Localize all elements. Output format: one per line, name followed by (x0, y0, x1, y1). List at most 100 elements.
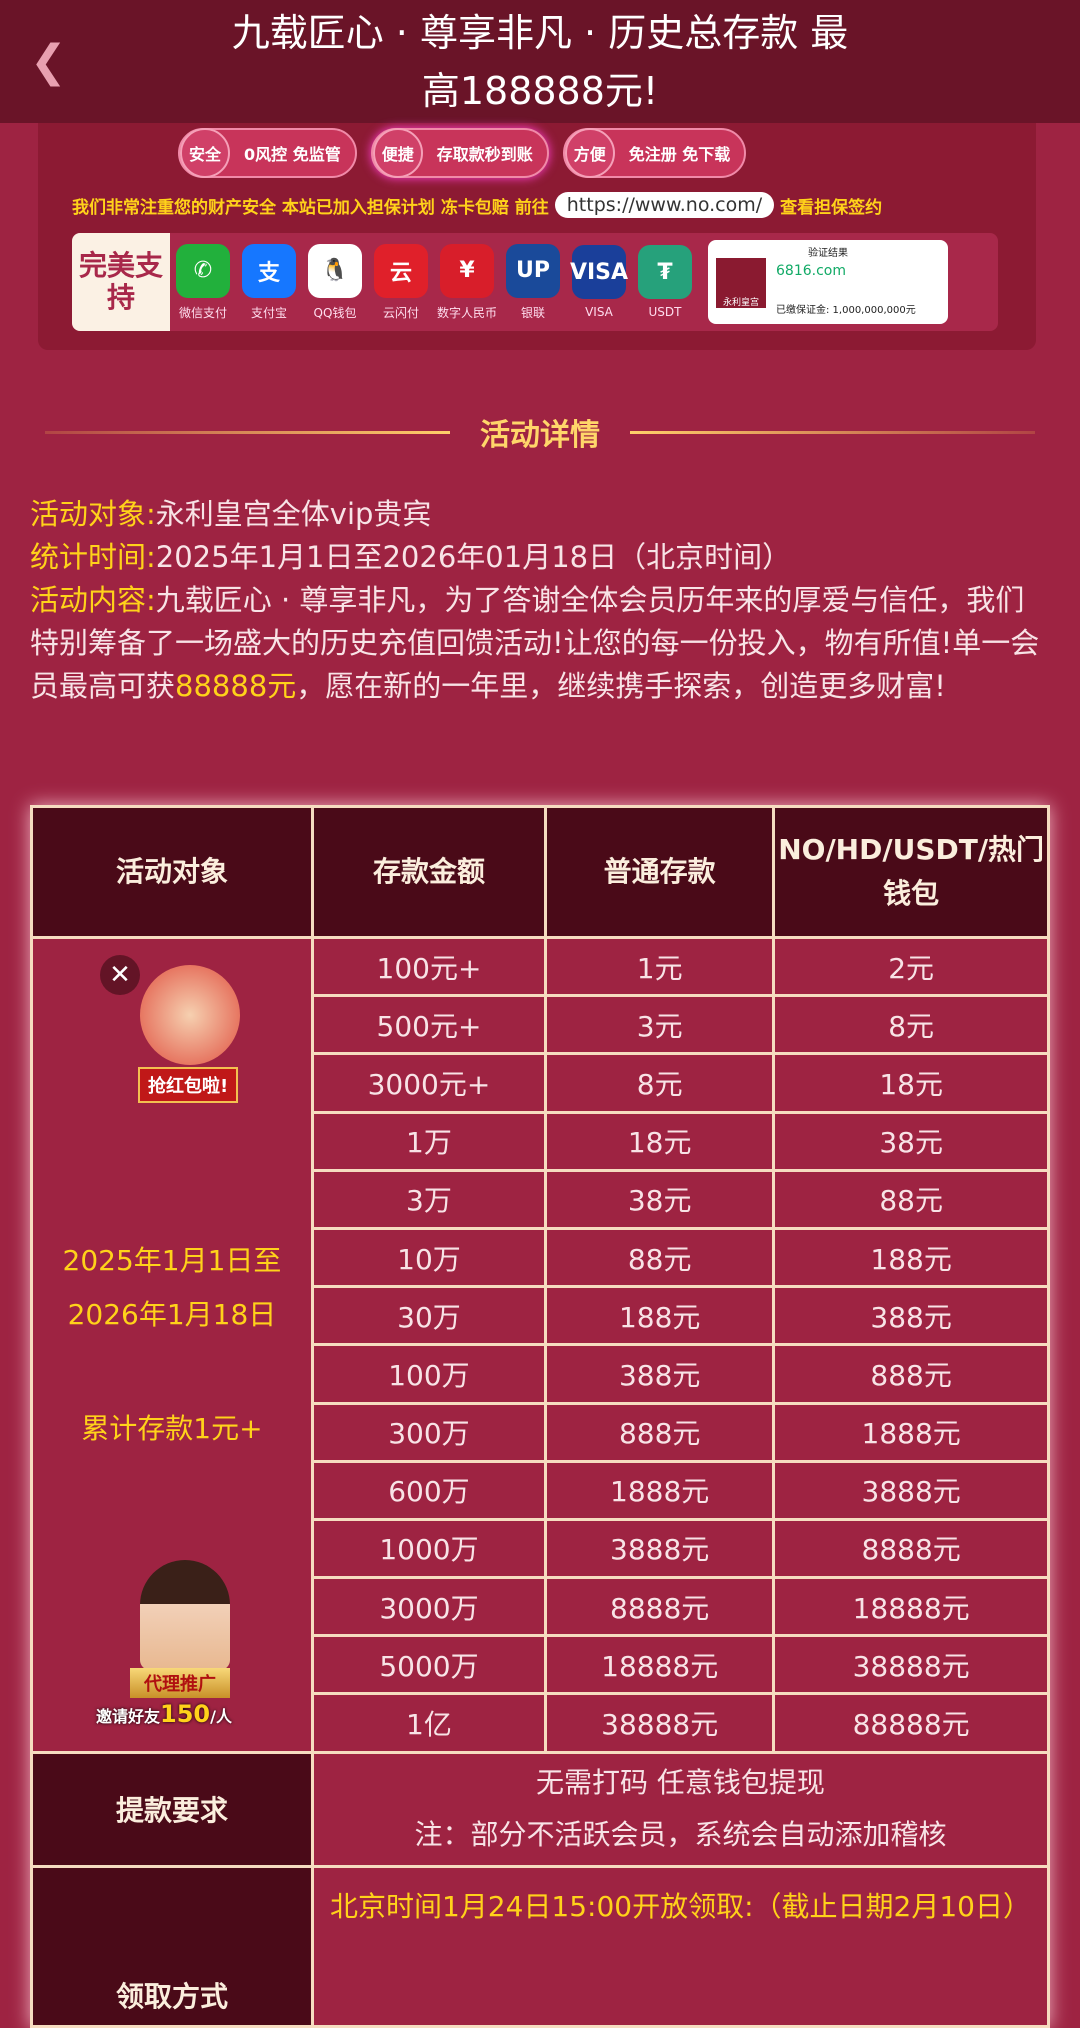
table-cell: 1元 (544, 935, 776, 998)
table-row: 1000万 3888元 8888元 (32, 1517, 1050, 1580)
table-row: 600万 1888元 3888元 (32, 1459, 1050, 1521)
wechat-pay-icon: ✆ (176, 243, 230, 298)
invite-text: 邀请好友150/人 (96, 1700, 232, 1728)
col-header: 普通存款 (544, 805, 776, 939)
invite-pre: 邀请好友 (96, 1707, 161, 1726)
table-cell: 8888元 (544, 1576, 776, 1638)
info-value: 2025年1月1日至2026年01月18日（北京时间） (155, 540, 792, 574)
payment-name: VISA (585, 305, 613, 319)
qq-wallet-icon: 🐧 (308, 243, 362, 298)
table-cell: 3888元 (772, 1459, 1050, 1521)
table-cell: 1亿 (310, 1692, 548, 1754)
agent-promo-widget[interactable]: 代理推广 邀请好友150/人 (90, 1560, 290, 1730)
divider (630, 430, 1035, 434)
payment-name: 支付宝 (250, 305, 287, 320)
notice-text: 我们非常注重您的财产安全 本站已加入担保计划 冻卡包赔 前往 (72, 197, 549, 218)
payment-method: ✆ 微信支付 (170, 243, 236, 321)
pill-value: 0风控 免监管 (244, 145, 341, 164)
pill-key: 方便 (564, 128, 615, 178)
table-cell: 38888元 (544, 1692, 776, 1754)
pill-key: 便捷 (372, 128, 423, 178)
table-row: 300万 888元 1888元 (32, 1401, 1050, 1463)
table-row: 1万 18元 38元 (32, 1110, 1050, 1172)
table-cell: 100元+ (310, 935, 548, 998)
section-header: 活动详情 (45, 412, 1035, 453)
info-value: 永利皇宫全体vip贵宾 (155, 497, 432, 531)
table-cell: 3888元 (544, 1517, 776, 1580)
table-cell: 888元 (772, 1343, 1050, 1405)
pill-value: 免注册 免下载 (628, 145, 731, 164)
table-cell: 388元 (772, 1285, 1050, 1347)
table-cell: 8888元 (772, 1517, 1050, 1580)
table-row: 3000元+ 8元 18元 (32, 1052, 1050, 1114)
top-bar: ❮ 九载匠心 · 尊享非凡 · 历史总存款 最高188888元! (0, 0, 1080, 123)
payment-name: 云闪付 (382, 305, 419, 320)
target-line: 2026年1月18日 (67, 1297, 277, 1331)
payment-method: ¥ 数字人民币 (434, 243, 500, 321)
unionpay-icon: UP (506, 243, 560, 298)
red-packet-label[interactable]: 抢红包啦! (138, 1067, 239, 1103)
table-cell: 300万 (310, 1401, 548, 1463)
table-cell: 600万 (310, 1459, 548, 1521)
perfect-support-label: 完美支持 (72, 233, 170, 331)
table-cell: 188元 (772, 1226, 1050, 1289)
withdraw-row: 提款要求 无需打码 任意钱包提现 注：部分不活跃会员，系统会自动添加稽核 (30, 1750, 1051, 1868)
alipay-icon: 支 (242, 243, 296, 298)
ecny-icon: ¥ (440, 243, 494, 298)
table-cell: 30万 (310, 1285, 548, 1347)
guarantee-notice: 我们非常注重您的财产安全 本站已加入担保计划 冻卡包赔 前往 https://w… (72, 192, 882, 218)
guarantee-link[interactable]: https://www.no.com/ (554, 192, 775, 218)
verify-domain: 6816.com (776, 263, 846, 279)
table-cell: 2元 (772, 935, 1050, 998)
table-cell: 888元 (544, 1401, 776, 1463)
table-cell: 38元 (772, 1110, 1050, 1172)
info-value: 九载匠心 · 尊享非凡，为了答谢全体会员历年来的厚爱与信任，我们特别筹备了一场盛… (30, 583, 1040, 703)
verify-guarantee: 已缴保证金: 1,000,000,000元 (776, 305, 916, 316)
withdraw-text: 无需打码 任意钱包提现 (535, 1766, 825, 1800)
table-row: 100万 388元 888元 (32, 1343, 1050, 1405)
table-cell: 1000万 (310, 1517, 548, 1580)
feature-pill: 方便 免注册 免下载 (562, 128, 747, 178)
payment-name: QQ钱包 (313, 305, 357, 320)
table-row: 5000万 18888元 38888元 (32, 1634, 1050, 1696)
view-guarantee-link[interactable]: 查看担保签约 (780, 197, 883, 218)
pill-value: 存取款秒到账 (436, 145, 533, 164)
table-row: 500元+ 3元 8元 (32, 994, 1050, 1056)
claim-row: 领取方式 北京时间1月24日15:00开放领取:（截止日期2月10日） (30, 1864, 1051, 2028)
target-line: 累计存款1元+ (81, 1411, 263, 1445)
invite-amount: 150 (160, 1700, 211, 1728)
table-row: 1亿 38888元 88888元 (32, 1692, 1050, 1754)
col-header: NO/HD/USDT/热门钱包 (772, 805, 1050, 939)
payment-name: 银联 (520, 305, 545, 320)
table-row: 3万 38元 88元 (32, 1168, 1050, 1230)
payment-method: 云云闪付 (368, 243, 434, 321)
promo-image (140, 1560, 230, 1670)
payment-method: 支支付宝 (236, 243, 302, 321)
withdraw-note: 注：部分不活跃会员，系统会自动添加稽核 (414, 1818, 947, 1852)
feature-pill: 便捷 存取款秒到账 (370, 128, 549, 178)
table-cell: 88888元 (772, 1692, 1050, 1754)
chevron-left-icon[interactable]: ❮ (30, 36, 67, 87)
bonus-table: 活动对象 存款金额 普通存款 NO/HD/USDT/热门钱包 2025年1月1日… (30, 805, 1051, 2028)
col-header: 存款金额 (310, 805, 548, 939)
payment-method: 🐧 QQ钱包 (302, 243, 368, 321)
claim-label: 领取方式 (30, 1864, 314, 2028)
payment-method: UP 银联 (500, 243, 566, 321)
page-title: 九载匠心 · 尊享非凡 · 历史总存款 最高188888元! (231, 10, 849, 113)
visa-icon: VISA (570, 245, 628, 299)
target-line: 2025年1月1日至 (62, 1243, 282, 1277)
payment-method: VISA VISA (566, 245, 632, 319)
quickpass-icon: 云 (374, 243, 428, 298)
col-header: 活动对象 (30, 805, 314, 939)
table-cell: 1万 (310, 1110, 548, 1172)
table-cell: 18888元 (772, 1576, 1050, 1638)
info-label: 活动对象: (30, 497, 156, 531)
red-packet-widget[interactable]: 抢红包啦! ✕ (100, 955, 265, 1105)
table-cell: 18元 (544, 1110, 776, 1172)
max-bonus: 88888元 (175, 669, 297, 703)
feature-pill: 安全 0风控 免监管 (178, 128, 357, 178)
section-title: 活动详情 (480, 418, 600, 453)
table-cell: 8元 (544, 1052, 776, 1114)
brand-logo: 永利皇宫 (716, 258, 766, 308)
close-icon[interactable]: ✕ (100, 955, 140, 995)
